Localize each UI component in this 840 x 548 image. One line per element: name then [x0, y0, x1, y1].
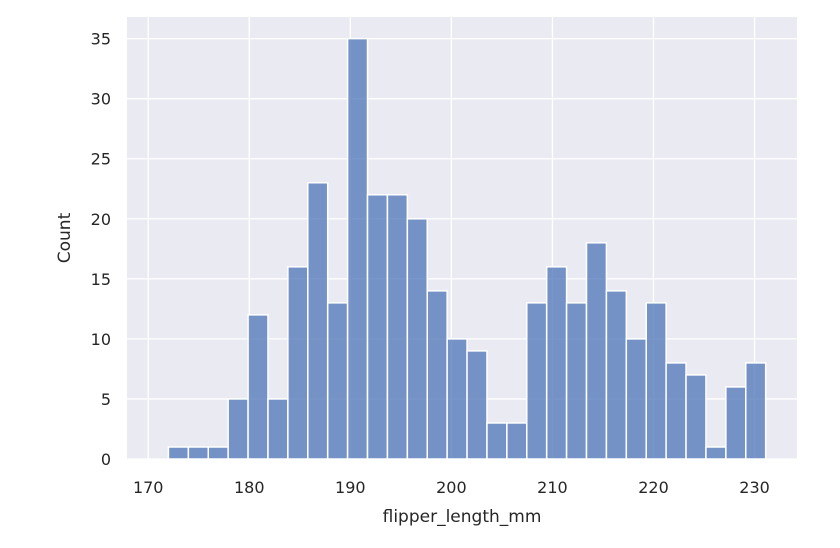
y-tick-labels: 0 5 10 15 20 25 30 35 [91, 30, 111, 469]
histogram-bar [665, 362, 687, 460]
histogram-bar [605, 290, 628, 460]
histogram-bar [506, 422, 528, 460]
histogram-bar [466, 350, 488, 460]
histogram-bar [307, 182, 329, 460]
histogram-bar [565, 302, 588, 460]
histogram-bar [227, 398, 249, 460]
histogram-bar [725, 386, 747, 460]
x-tick-label: 220 [638, 478, 669, 497]
x-tick-label: 180 [234, 478, 265, 497]
histogram-bar [366, 194, 389, 460]
histogram-bar [486, 422, 508, 460]
y-tick-label: 0 [101, 450, 111, 469]
histogram-bar [287, 266, 309, 460]
histogram-bar [625, 338, 647, 460]
y-tick-label: 15 [91, 270, 111, 289]
x-tick-label: 230 [739, 478, 770, 497]
histogram-bar [267, 398, 289, 460]
histogram-bar [705, 446, 727, 460]
histogram-bar [426, 290, 448, 460]
histogram-bar [685, 374, 707, 460]
x-tick-labels: 170 180 190 200 210 220 230 [133, 478, 770, 497]
histogram-bar [645, 302, 667, 460]
x-tick-label: 210 [537, 478, 568, 497]
x-tick-label: 190 [335, 478, 366, 497]
bars [167, 37, 767, 460]
histogram-bar [386, 194, 409, 460]
histogram-bar [167, 446, 190, 460]
y-tick-label: 10 [91, 330, 111, 349]
y-axis-label: Count [55, 212, 75, 263]
histogram-bar [406, 218, 428, 460]
histogram-bar [326, 302, 349, 460]
histogram-bar [545, 266, 568, 460]
histogram-bar [247, 314, 269, 460]
histogram-bar [745, 362, 767, 460]
x-tick-label: 170 [133, 478, 164, 497]
x-axis-label: flipper_length_mm [383, 507, 542, 527]
x-tick-label: 200 [436, 478, 467, 497]
y-tick-label: 5 [101, 390, 111, 409]
histogram-bar [207, 446, 229, 460]
y-tick-label: 25 [91, 150, 111, 169]
histogram-bar [526, 302, 548, 460]
y-tick-label: 20 [91, 210, 111, 229]
histogram-bar [187, 446, 209, 460]
y-tick-label: 30 [91, 90, 111, 109]
histogram-bar [446, 338, 468, 460]
histogram-bar [585, 242, 608, 460]
histogram-bar [346, 37, 369, 460]
y-tick-label: 35 [91, 30, 111, 49]
